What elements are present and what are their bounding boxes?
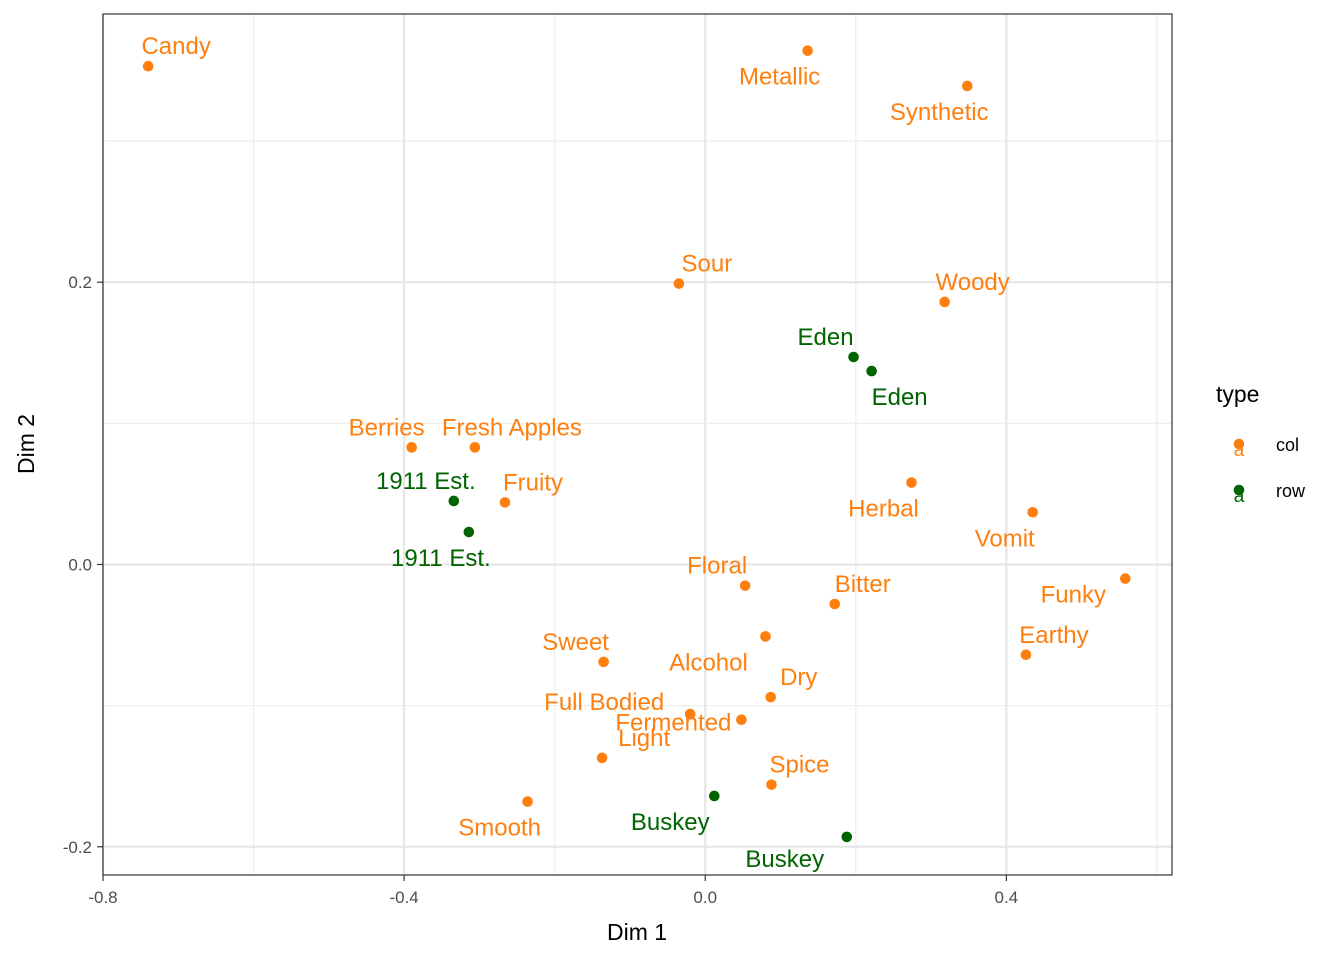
point-col — [142, 60, 154, 72]
data-points — [142, 45, 1131, 843]
point-label-col: Light — [618, 725, 670, 752]
point-col — [469, 442, 481, 453]
point-label-col: Metallic — [739, 64, 820, 91]
y-axis-ticks: -0.2 0.0 0.2 — [63, 273, 103, 857]
point-label-col: Vomit — [975, 525, 1035, 552]
y-axis-title: Dim 2 — [13, 414, 39, 474]
point-col — [739, 580, 751, 591]
point-col — [736, 714, 747, 726]
point-label-col: Herbal — [848, 496, 919, 523]
point-col — [406, 442, 417, 453]
point-label-col: Dry — [780, 664, 817, 691]
point-col — [766, 779, 777, 790]
legend-item-col: a col — [1233, 435, 1299, 461]
point-col — [802, 45, 813, 56]
point-col — [673, 278, 685, 289]
legend-label: row — [1276, 481, 1306, 501]
x-tick-label: 0.0 — [693, 888, 717, 907]
point-col — [522, 796, 533, 807]
point-label-row: 1911 Est. — [376, 468, 476, 495]
point-label-col: Candy — [141, 33, 210, 60]
point-col — [499, 497, 511, 508]
legend: type a col a row — [1216, 381, 1306, 507]
point-row — [448, 495, 460, 507]
x-tick-label: -0.4 — [389, 888, 418, 907]
point-col — [598, 656, 609, 668]
point-label-col: Alcohol — [669, 649, 748, 676]
point-labels: Candy Metallic Synthetic Sour Woody Berries Fr… — [141, 33, 1106, 873]
point-col — [1027, 506, 1039, 518]
point-label-row: Buskey — [631, 809, 710, 836]
point-col — [760, 631, 771, 642]
minor-gridlines — [103, 14, 1172, 875]
legend-item-row: a row — [1233, 481, 1306, 507]
point-label-row: Eden — [872, 384, 928, 411]
point-col — [829, 598, 841, 610]
point-col — [1120, 573, 1131, 584]
legend-key-glyph: a — [1234, 440, 1245, 461]
legend-title: type — [1216, 381, 1259, 407]
point-label-col: Funky — [1041, 582, 1106, 609]
x-tick-label: -0.8 — [88, 888, 117, 907]
point-label-row: Buskey — [745, 846, 824, 873]
point-label-col: Smooth — [458, 815, 541, 842]
point-row — [866, 365, 877, 377]
point-label-col: Sour — [682, 251, 733, 278]
point-label-col: Spice — [769, 752, 829, 779]
point-row — [463, 526, 475, 538]
y-tick-label: 0.0 — [68, 555, 92, 574]
plot-panel — [103, 14, 1172, 875]
point-label-col: Synthetic — [890, 99, 989, 126]
point-col — [906, 477, 917, 488]
point-col — [596, 752, 608, 764]
legend-label: col — [1276, 435, 1299, 455]
point-label-col: Full Bodied — [544, 689, 664, 716]
point-label-col: Berries — [349, 414, 425, 441]
x-tick-label: 0.4 — [995, 888, 1019, 907]
legend-items: a col a row — [1233, 435, 1306, 507]
point-label-col: Woody — [936, 269, 1010, 296]
point-col — [939, 296, 950, 308]
point-label-col: Fermented — [615, 710, 731, 737]
legend-key-point — [1233, 438, 1245, 450]
point-label-col: Fruity — [503, 469, 563, 496]
point-col — [684, 708, 696, 720]
point-row — [708, 790, 720, 802]
x-axis-ticks: -0.8 -0.4 0.0 0.4 — [88, 875, 1018, 907]
point-row — [848, 351, 859, 363]
point-label-row: 1911 Est. — [391, 545, 491, 572]
point-row — [841, 831, 853, 843]
y-tick-label: 0.2 — [68, 273, 92, 292]
point-label-col: Sweet — [542, 629, 609, 656]
point-label-col: Earthy — [1019, 622, 1088, 649]
point-label-col: Fresh Apples — [442, 414, 582, 441]
point-label-col: Floral — [687, 553, 747, 580]
plot-border — [102, 13, 1173, 876]
point-col — [1020, 649, 1032, 661]
point-label-row: Eden — [798, 324, 854, 351]
point-col — [765, 691, 777, 703]
x-axis-title: Dim 1 — [607, 919, 667, 945]
point-col — [961, 80, 973, 92]
legend-key-point — [1233, 484, 1245, 496]
point-label-col: Bitter — [835, 571, 891, 598]
y-tick-label: -0.2 — [63, 838, 92, 857]
legend-key-glyph: a — [1234, 486, 1245, 507]
